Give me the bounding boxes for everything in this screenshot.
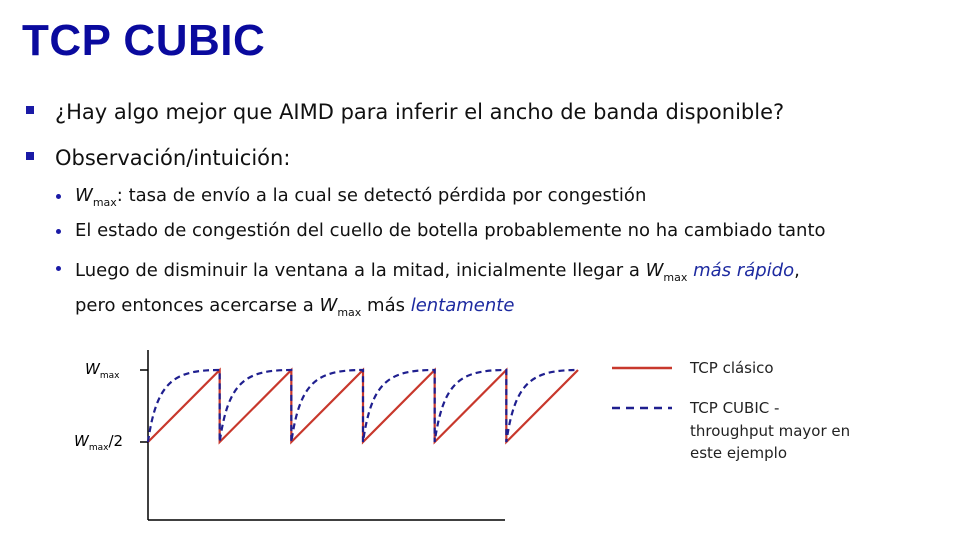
label-wmax-half: Wmax/2 bbox=[74, 432, 123, 453]
tcp-cubic-curve bbox=[146, 368, 579, 443]
legend-cubic-line-1: TCP CUBIC - bbox=[689, 399, 779, 417]
cubic-sawtooth-line bbox=[146, 368, 579, 443]
bullet-text: ¿Hay algo mejor que AIMD para inferir el… bbox=[55, 100, 785, 124]
bullet-text: Observación/intuición: bbox=[55, 146, 291, 170]
legend-classic-label: TCP clásico bbox=[689, 359, 774, 377]
subbullet-wmax-definition: Wmax: tasa de envío a la cual se detectó… bbox=[56, 185, 647, 209]
legend-cubic-line-2: throughput mayor en bbox=[690, 422, 850, 440]
bullet-dot-icon bbox=[56, 266, 61, 271]
subbullet-text: El estado de congestión del cuello de bo… bbox=[75, 220, 826, 241]
bullet-square-icon bbox=[26, 152, 34, 160]
bullet-observation: Observación/intuición: bbox=[26, 146, 290, 170]
bullet-dot-icon bbox=[56, 194, 61, 199]
bullet-aimd-question: ¿Hay algo mejor que AIMD para inferir el… bbox=[26, 100, 784, 124]
slide-title: TCP CUBIC bbox=[22, 16, 266, 65]
label-wmax: Wmax bbox=[85, 360, 120, 381]
subbullet-cubic-intuition: Luego de disminuir la ventana a la mitad… bbox=[56, 254, 800, 324]
legend-cubic-line-3: este ejemplo bbox=[690, 444, 787, 462]
subbullet-text: Luego de disminuir la ventana a la mitad… bbox=[75, 260, 800, 319]
bullet-dot-icon bbox=[56, 229, 61, 234]
subbullet-bottleneck-state: El estado de congestión del cuello de bo… bbox=[56, 220, 826, 241]
subbullet-text: Wmax: tasa de envío a la cual se detectó… bbox=[75, 185, 647, 209]
bullet-square-icon bbox=[26, 106, 34, 114]
